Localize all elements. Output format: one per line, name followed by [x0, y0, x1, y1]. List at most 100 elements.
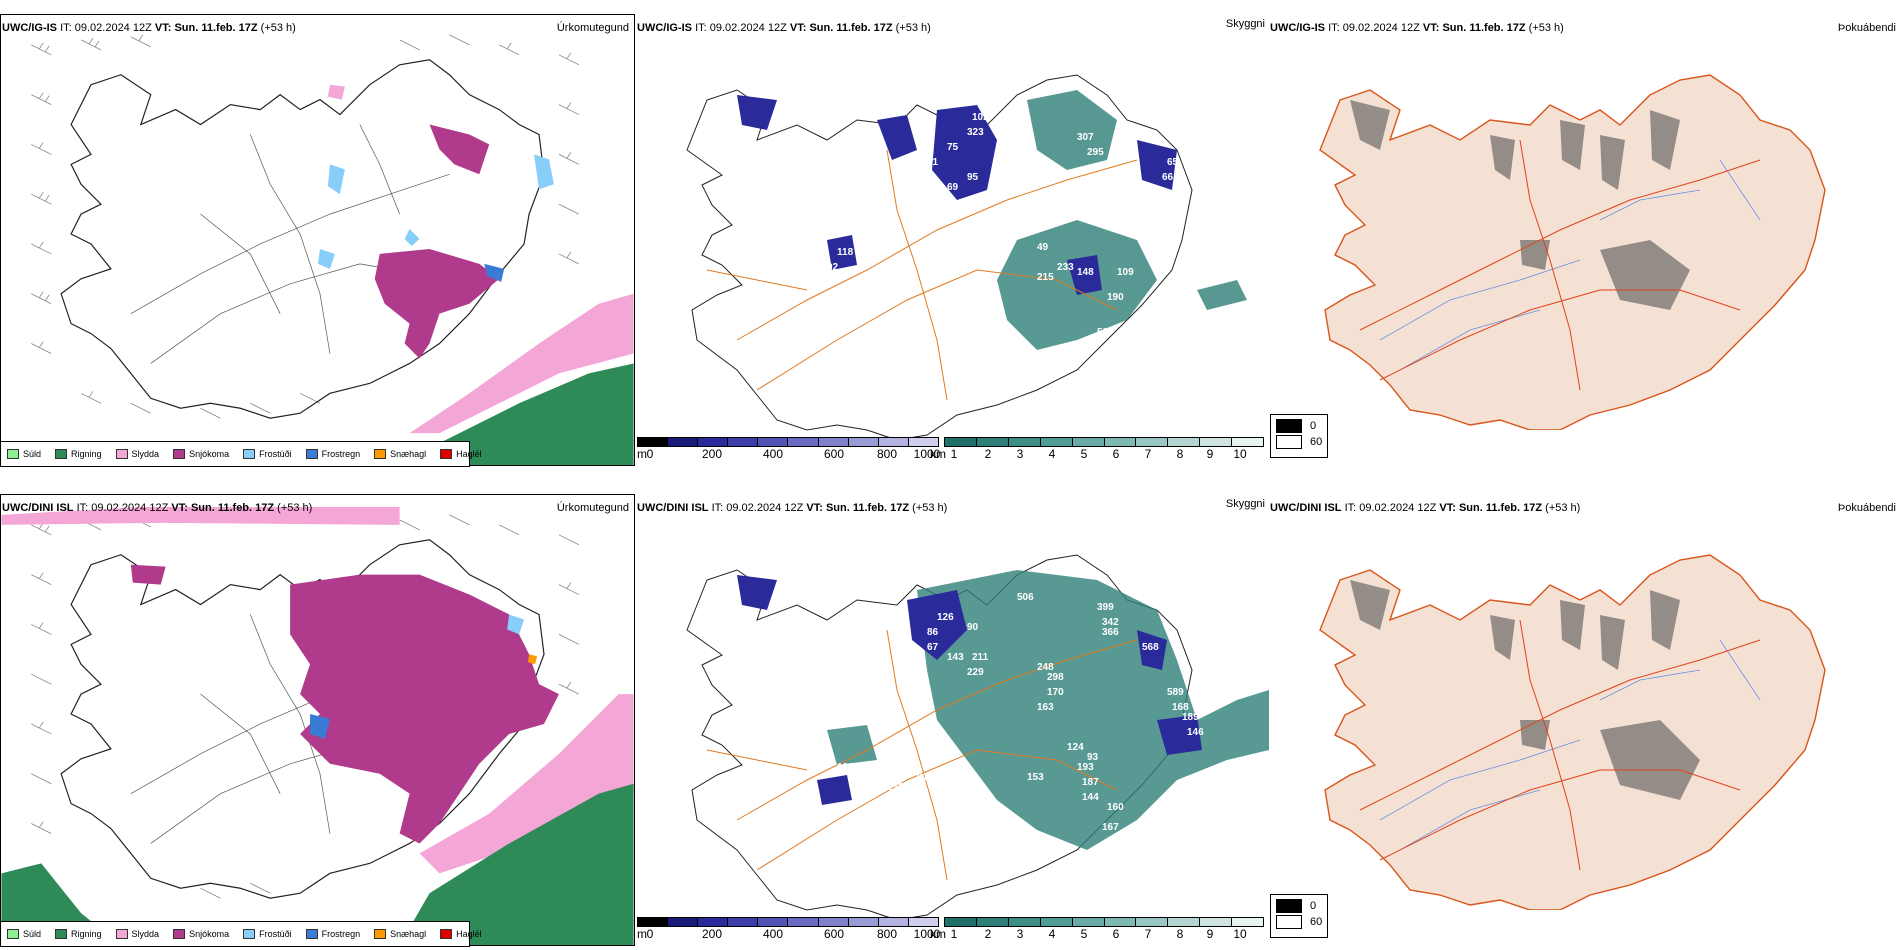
visibility-value-label: 89: [857, 887, 869, 898]
colorbar-km-ticks: km 1 2 3 4 5 6 7 8 9 10: [930, 927, 1264, 941]
visibility-value-label: 153: [887, 782, 904, 793]
colorbar-m-ticks: m 0 200 400 600 800 1000: [637, 447, 940, 461]
vt-value: Sun. 11.feb. 17Z: [825, 502, 910, 514]
tick-label: 1000: [913, 927, 941, 941]
visibility-value-label: 239: [867, 767, 884, 778]
visibility-value-label: 135: [977, 197, 994, 208]
tick-label: 400: [762, 927, 784, 941]
vt-label: VT:: [789, 22, 807, 34]
visibility-value-label: 93: [1087, 752, 1099, 763]
iceland-outline: [60, 59, 545, 419]
fog-roads-top: [1359, 139, 1761, 391]
fog-areas-bottom: [1350, 580, 1700, 800]
visibility-value-label: 143: [947, 652, 964, 663]
legend-label: Slydda: [131, 929, 160, 939]
tick-label: 4: [1048, 927, 1056, 941]
tick-label: 9: [1206, 447, 1214, 461]
visibility-value-label: 49: [1037, 242, 1049, 253]
lead-time: (+53 h): [260, 22, 296, 34]
visibility-value-label: 86: [927, 627, 939, 638]
visibility-value-label: 187: [1082, 777, 1099, 788]
visibility-value-label: 323: [967, 127, 984, 138]
panel-title: Úrkomutegund: [556, 22, 629, 34]
it-label: IT:: [1344, 502, 1357, 514]
visibility-value-label: 71: [927, 157, 939, 168]
visibility-value-label: 91: [862, 247, 874, 258]
legend-item: Rigning: [55, 449, 102, 459]
tick-label: 7: [1144, 447, 1152, 461]
legend-item: Haglél: [440, 929, 482, 939]
vt-label: VT:: [806, 502, 823, 514]
visibility-value-label: 93: [1037, 847, 1049, 858]
fog-key-top: 0 60: [1270, 414, 1328, 458]
visibility-value-label: 66: [1162, 172, 1174, 183]
model-name: UWC/IG-IS: [637, 22, 692, 34]
visibility-value-label: 67: [927, 642, 939, 653]
tick-label: 800: [876, 447, 898, 461]
visibility-value-label: 399: [1097, 602, 1114, 613]
visibility-value-label: 248: [1037, 662, 1054, 673]
vt-label: VT:: [1422, 22, 1440, 34]
visibility-value-label: 506: [1017, 592, 1034, 603]
swatch: [243, 929, 256, 939]
vt-value: Sun. 11.feb. 17Z: [190, 502, 275, 514]
visibility-value-label: 148: [1077, 267, 1094, 278]
colorbar-m-ticks: m 0 200 400 600 800 1000: [637, 927, 941, 941]
visibility-value-label: 160: [1107, 802, 1124, 813]
fog-key-row: 0: [1271, 895, 1327, 913]
it-label: IT:: [695, 22, 707, 34]
vt-label: VT:: [154, 22, 172, 34]
vt-value: Sun. 11.feb. 17Z: [1442, 22, 1526, 34]
header-fog-top: UWC/IG-IS IT: 09.02.2024 12Z VT: Sun. 11…: [1270, 22, 1900, 38]
precip-legend-bottom: Súld Rigning Slydda Snjókoma Frostúði Fr…: [0, 921, 482, 947]
it-value: 09.02.2024 12Z: [726, 502, 804, 514]
tick-label: 8: [1176, 927, 1184, 941]
it-value: 09.02.2024 12Z: [1342, 22, 1420, 34]
tick-label: 5: [1080, 447, 1088, 461]
swatch: [55, 449, 68, 459]
colorbar-km: [944, 437, 1264, 447]
tick-label: 3: [1016, 927, 1024, 941]
wind-barbs: [31, 514, 580, 899]
visibility-value-label: 215: [1037, 272, 1054, 283]
tick-label: 0: [646, 927, 654, 941]
precip-map-top: [0, 14, 635, 466]
rivers-bottom: [1379, 639, 1761, 851]
fog-key-label: 60: [1310, 916, 1323, 928]
visibility-value-label: 118: [837, 247, 854, 258]
visibility-scale-km-bottom: km 1 2 3 4 5 6 7 8 9 10: [930, 917, 1264, 941]
header-visibility-bottom: UWC/DINI ISL IT: 09.02.2024 12Z VT: Sun.…: [637, 498, 1269, 518]
fog-roads-bottom: [1359, 619, 1761, 871]
legend-item: Frostregn: [305, 929, 361, 939]
swatch: [115, 929, 128, 939]
legend-item: Slydda: [115, 449, 159, 459]
tick-label: 600: [823, 927, 845, 941]
vt-label: VT:: [171, 502, 188, 514]
unit-label: km: [930, 927, 946, 941]
legend-label: Frostregn: [321, 929, 361, 939]
visibility-value-label: 146: [1187, 727, 1204, 738]
unit-label: m: [637, 447, 647, 461]
it-value: 09.02.2024 12Z: [91, 502, 169, 514]
swatch: [115, 449, 128, 459]
visibility-scale-m-top: m 0 200 400 600 800 1000: [637, 437, 940, 461]
legend-item: Frostúði: [243, 449, 292, 459]
header-precip-top: UWC/IG-IS IT: 09.02.2024 12Z VT: Sun. 11…: [2, 22, 633, 38]
visibility-value-label: 126: [937, 612, 954, 623]
legend-label: Frostregn: [321, 449, 361, 459]
model-name: UWC/IG-IS: [2, 22, 57, 34]
visibility-value-label: 190: [1107, 292, 1124, 303]
visibility-value-label: 69: [947, 182, 959, 193]
legend-label: Súld: [23, 929, 42, 939]
visibility-value-label: 295: [1087, 147, 1104, 158]
visibility-value-label: 298: [1047, 672, 1064, 683]
tick-label: 4: [1048, 447, 1056, 461]
fog-key-row: 0: [1271, 415, 1327, 433]
fog-swatch: [1276, 915, 1302, 929]
tick-label: 6: [1112, 927, 1120, 941]
legend-label: Haglél: [456, 449, 482, 459]
iceland-fill: [1319, 554, 1826, 910]
tick-label: 7: [1144, 927, 1152, 941]
swatch: [7, 449, 19, 459]
fog-swatch: [1276, 435, 1302, 449]
